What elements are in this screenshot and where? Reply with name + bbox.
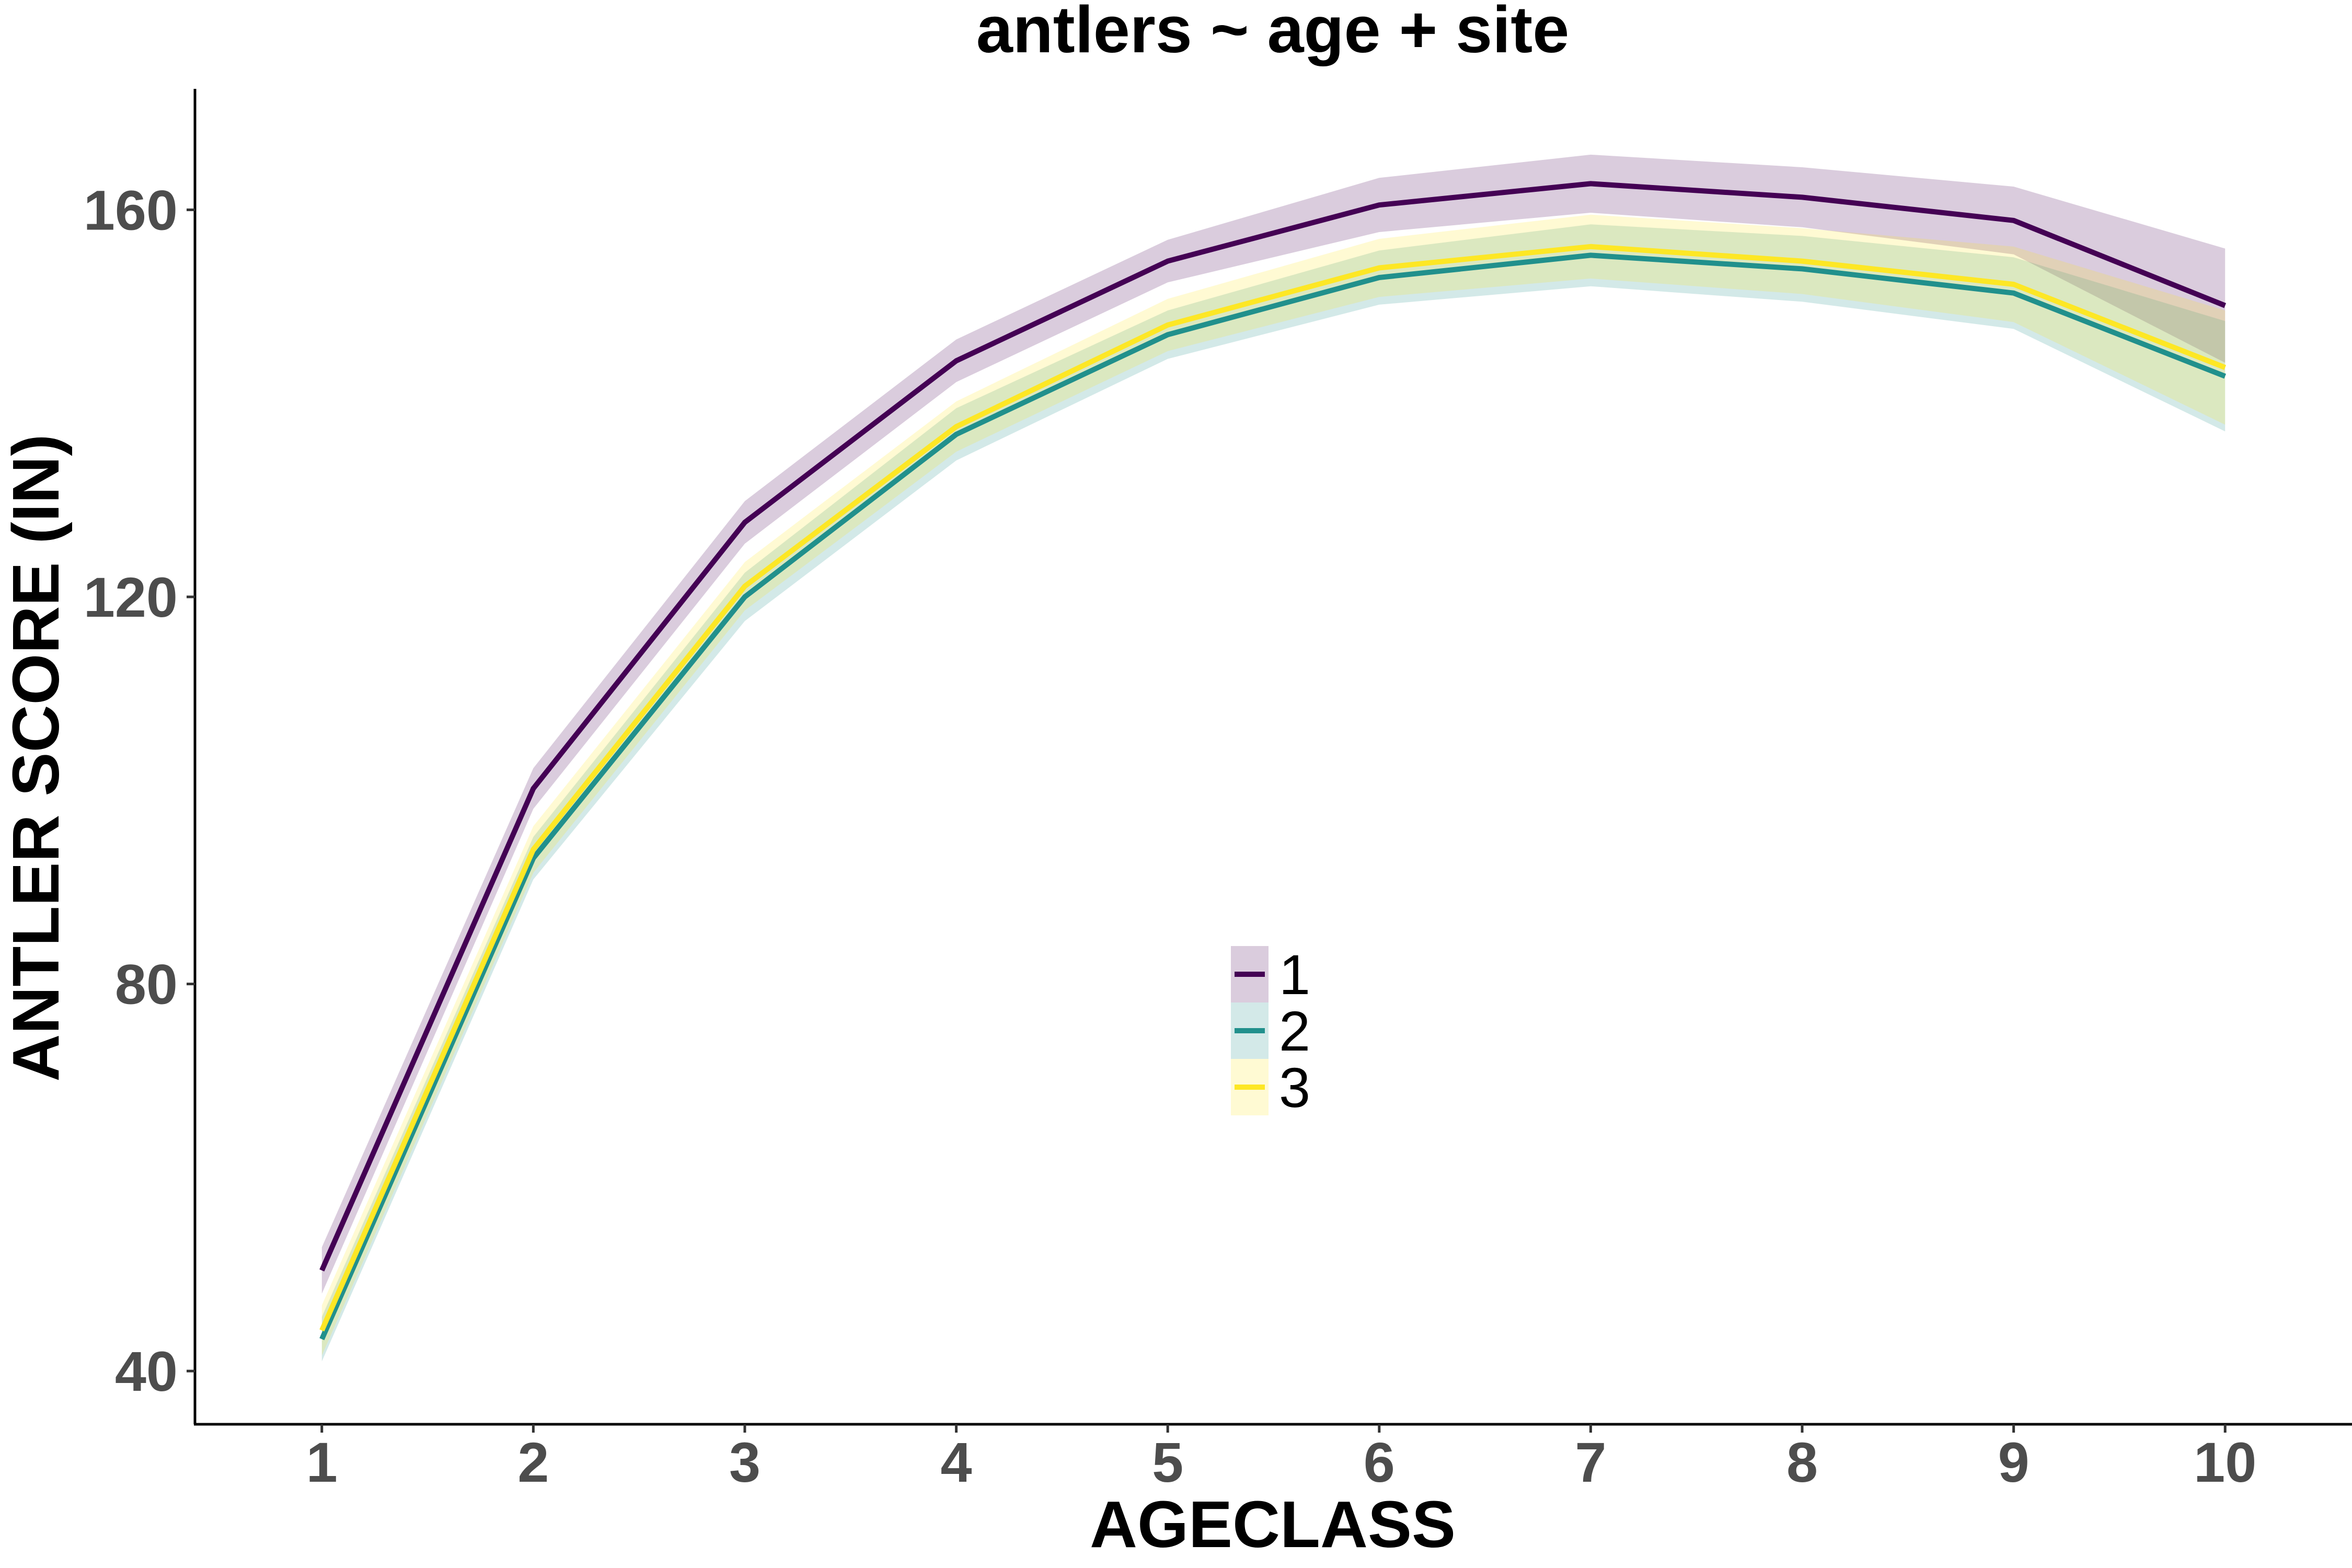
y-tick-label: 40 bbox=[115, 1340, 178, 1403]
y-axis-title: ANTLER SCORE (IN) bbox=[0, 434, 73, 1082]
confidence-band-series-3 bbox=[321, 214, 2226, 1356]
chart-title: antlers ~ age + site bbox=[976, 0, 1570, 66]
confidence-bands bbox=[321, 154, 2226, 1362]
x-tick-label: 2 bbox=[517, 1431, 549, 1494]
series-lines bbox=[319, 181, 2227, 1341]
x-axis-title: AGECLASS bbox=[1090, 1488, 1456, 1561]
x-tick-label: 6 bbox=[1364, 1431, 1395, 1494]
y-tick-label: 120 bbox=[84, 566, 178, 629]
y-tick-label: 160 bbox=[84, 178, 178, 241]
x-tick-label: 7 bbox=[1575, 1431, 1606, 1494]
legend-label-2: 2 bbox=[1279, 999, 1310, 1063]
y-tick-label: 80 bbox=[115, 953, 178, 1016]
x-tick-label: 8 bbox=[1786, 1431, 1818, 1494]
x-tick-label: 5 bbox=[1152, 1431, 1183, 1494]
series-line-2 bbox=[319, 252, 2227, 1341]
legend: 123 bbox=[1231, 943, 1310, 1119]
legend-label-3: 3 bbox=[1279, 1056, 1310, 1119]
series-line-3 bbox=[319, 244, 2227, 1332]
x-tick-label: 3 bbox=[729, 1431, 760, 1494]
confidence-band-series-2 bbox=[321, 224, 2226, 1362]
x-tick-label: 1 bbox=[306, 1431, 338, 1494]
x-axis-ticks: 1 2 3 4 5 6 7 8 9 10 bbox=[306, 1424, 2256, 1494]
x-tick-label: 4 bbox=[941, 1431, 972, 1494]
legend-label-1: 1 bbox=[1279, 943, 1310, 1006]
y-axis-ticks: 40 80 120 160 bbox=[84, 178, 195, 1403]
series-line-1 bbox=[319, 181, 2227, 1272]
x-tick-label: 9 bbox=[1998, 1431, 2030, 1494]
x-tick-label: 10 bbox=[2194, 1431, 2256, 1494]
